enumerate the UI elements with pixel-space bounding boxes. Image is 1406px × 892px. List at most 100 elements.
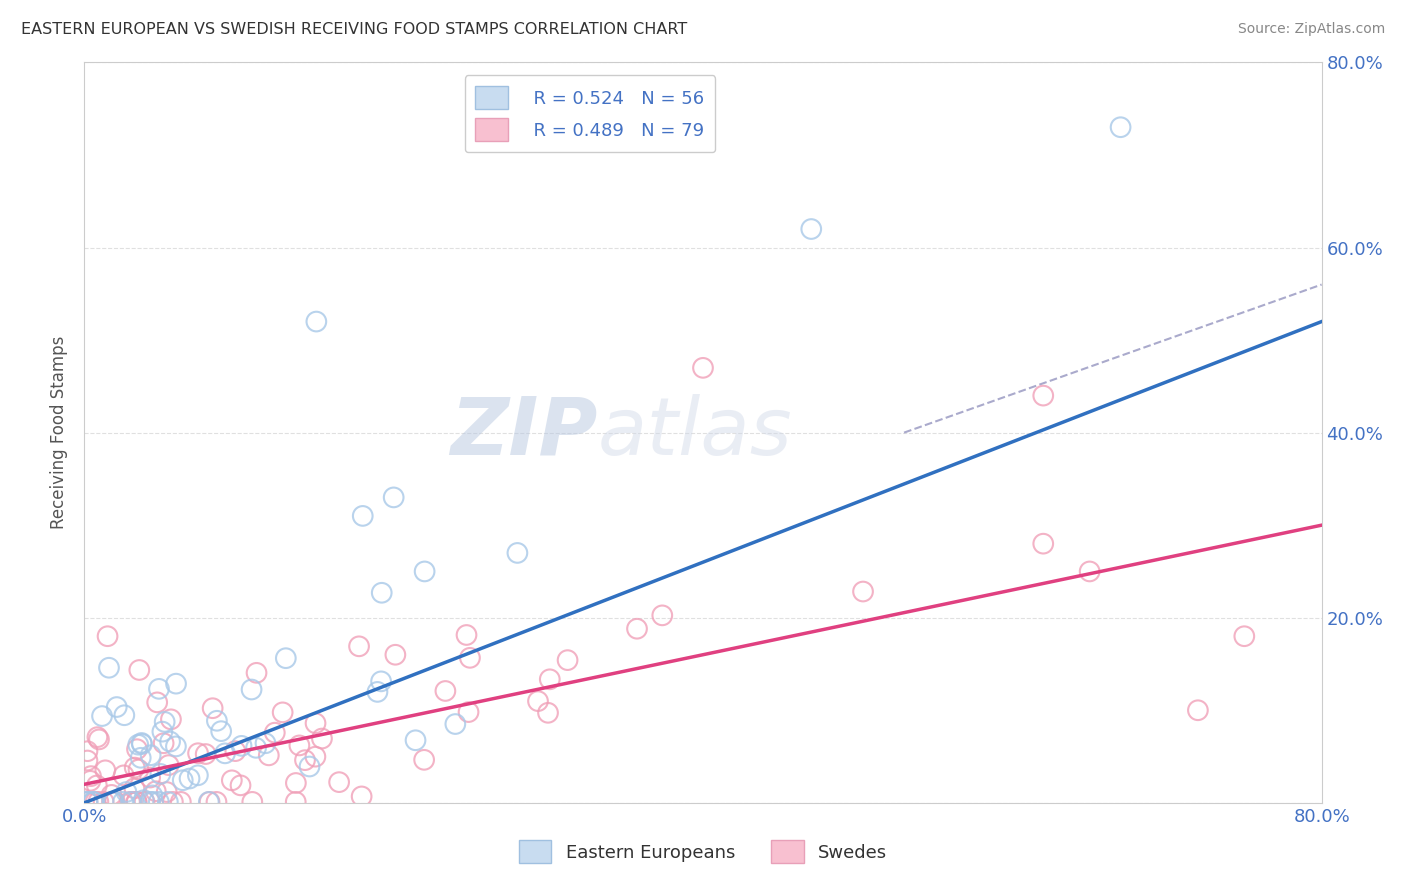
Point xyxy=(852,584,875,599)
Point xyxy=(382,491,405,505)
Point xyxy=(444,717,467,731)
Point xyxy=(198,795,221,809)
Text: ZIP: ZIP xyxy=(450,393,598,472)
Point xyxy=(115,785,138,799)
Point xyxy=(538,673,561,687)
Point xyxy=(94,764,117,778)
Point xyxy=(328,775,350,789)
Point xyxy=(1078,565,1101,579)
Point xyxy=(127,738,149,752)
Point xyxy=(134,795,156,809)
Point xyxy=(153,714,176,729)
Point xyxy=(221,773,243,788)
Point xyxy=(294,753,316,767)
Point xyxy=(98,661,121,675)
Point xyxy=(160,712,183,726)
Y-axis label: Receiving Food Stamps: Receiving Food Stamps xyxy=(51,336,69,529)
Point xyxy=(370,674,392,689)
Point xyxy=(112,795,135,809)
Point xyxy=(101,795,124,809)
Point xyxy=(86,730,108,744)
Point xyxy=(103,795,125,809)
Point xyxy=(434,684,457,698)
Point xyxy=(82,795,104,809)
Point xyxy=(229,778,252,792)
Point xyxy=(209,724,232,739)
Point xyxy=(128,763,150,777)
Point xyxy=(125,795,148,809)
Point xyxy=(413,753,436,767)
Point xyxy=(170,795,193,809)
Point xyxy=(76,795,98,809)
Point xyxy=(214,747,236,761)
Point xyxy=(131,736,153,750)
Point xyxy=(537,706,560,720)
Point xyxy=(84,795,107,809)
Point xyxy=(152,736,174,750)
Text: atlas: atlas xyxy=(598,393,793,472)
Point xyxy=(458,650,481,665)
Point xyxy=(83,795,105,809)
Point xyxy=(457,705,479,719)
Point xyxy=(100,788,122,802)
Point xyxy=(271,706,294,720)
Point xyxy=(456,628,478,642)
Point xyxy=(104,795,127,809)
Point xyxy=(205,795,228,809)
Point xyxy=(311,731,333,746)
Point xyxy=(651,608,673,623)
Point xyxy=(165,676,187,690)
Point xyxy=(366,685,388,699)
Point xyxy=(179,772,201,786)
Point xyxy=(91,709,114,723)
Point xyxy=(198,795,221,809)
Point xyxy=(112,708,135,723)
Point xyxy=(87,732,110,747)
Legend:   R = 0.524   N = 56,   R = 0.489   N = 79: R = 0.524 N = 56, R = 0.489 N = 79 xyxy=(464,75,716,153)
Point xyxy=(148,795,170,809)
Point xyxy=(120,795,142,809)
Point xyxy=(124,781,146,796)
Point xyxy=(245,740,267,755)
Point xyxy=(274,651,297,665)
Point xyxy=(159,734,181,748)
Point xyxy=(257,748,280,763)
Point xyxy=(245,665,267,680)
Point xyxy=(157,758,180,772)
Point xyxy=(1233,629,1256,643)
Point xyxy=(139,795,162,809)
Point xyxy=(131,737,153,751)
Point xyxy=(506,546,529,560)
Point xyxy=(149,767,172,781)
Point xyxy=(201,701,224,715)
Point xyxy=(80,769,103,783)
Point xyxy=(305,314,328,328)
Point xyxy=(156,795,179,809)
Point xyxy=(162,795,184,809)
Point xyxy=(165,739,187,754)
Point xyxy=(128,663,150,677)
Point xyxy=(692,360,714,375)
Point xyxy=(124,761,146,775)
Point xyxy=(125,742,148,756)
Point xyxy=(1032,388,1054,402)
Point xyxy=(105,700,128,714)
Point xyxy=(205,714,228,728)
Point xyxy=(112,768,135,782)
Point xyxy=(76,744,98,758)
Point xyxy=(121,795,143,809)
Point xyxy=(76,754,98,768)
Point xyxy=(1032,536,1054,550)
Point xyxy=(187,768,209,782)
Point xyxy=(125,795,148,809)
Point xyxy=(284,776,307,790)
Point xyxy=(350,789,373,804)
Point xyxy=(626,622,648,636)
Point xyxy=(298,759,321,773)
Point xyxy=(371,586,394,600)
Point xyxy=(118,795,141,809)
Point xyxy=(145,784,167,798)
Point xyxy=(139,748,162,763)
Point xyxy=(1187,703,1209,717)
Point xyxy=(96,629,118,643)
